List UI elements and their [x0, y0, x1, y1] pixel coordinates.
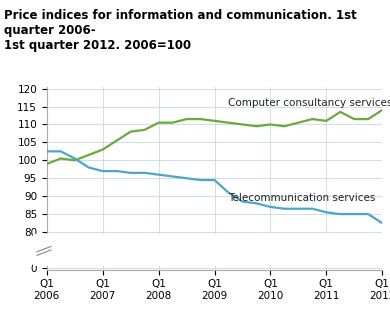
FancyBboxPatch shape — [33, 234, 389, 266]
Text: Telecommunication services: Telecommunication services — [229, 193, 376, 203]
Text: Computer consultancy services: Computer consultancy services — [229, 98, 390, 108]
Text: Price indices for information and communication. 1st quarter 2006-
1st quarter 2: Price indices for information and commun… — [4, 9, 356, 52]
